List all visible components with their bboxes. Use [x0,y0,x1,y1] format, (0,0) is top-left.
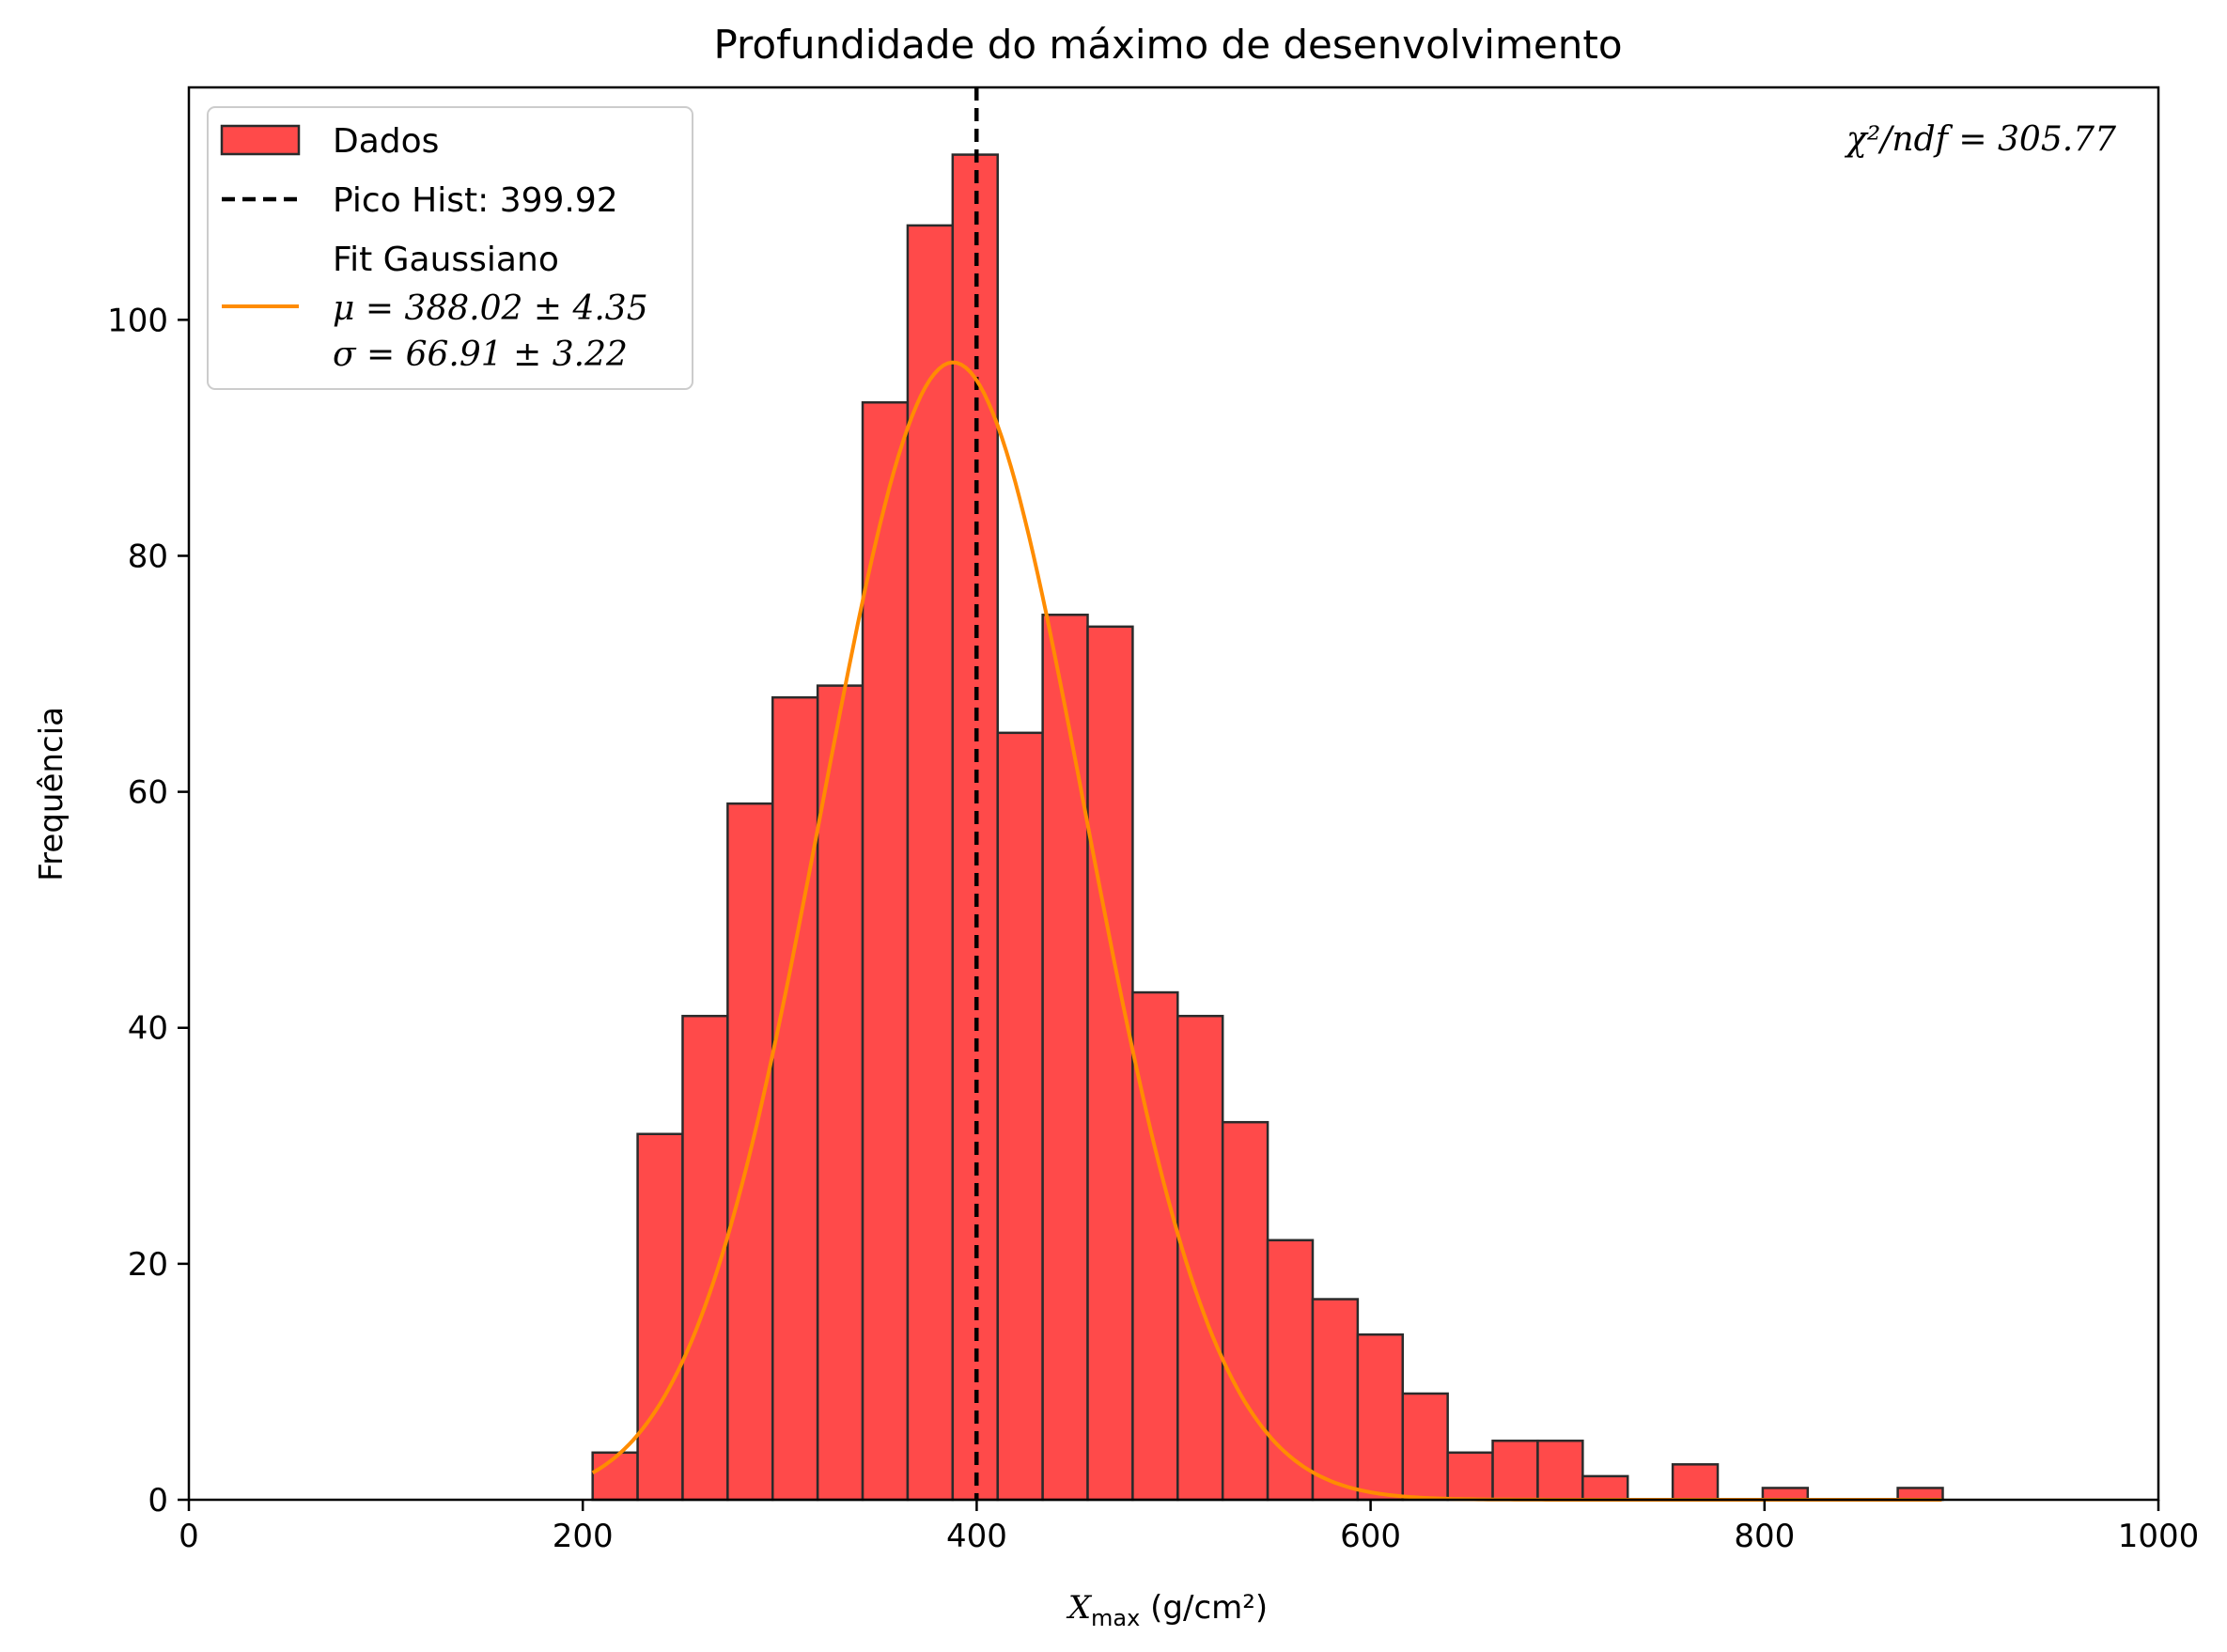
histogram-bar [1446,1451,1494,1502]
x-tick-label: 0 [179,1518,199,1555]
legend-box [207,106,693,390]
chart-title: Profundidade do máximo de desenvolviment… [713,22,1622,68]
x-axis-ticks: 0 200 400 600 800 1000 [179,1500,2199,1555]
x-tick-label: 400 [946,1518,1007,1555]
histogram-bar [1671,1463,1720,1502]
histogram-bar [1311,1298,1360,1502]
y-tick-label: 80 [128,538,168,575]
x-tick-label: 200 [553,1518,614,1555]
histogram-bar [1266,1239,1315,1502]
y-tick-label: 20 [128,1246,168,1284]
legend-label-sigma: σ = 66.91 ± 3.22 [333,335,628,374]
y-axis-ticks: 0 20 40 60 80 100 [107,302,189,1520]
plot-frame [187,86,2160,1502]
histogram-bar [1491,1439,1539,1502]
y-tick-label: 60 [128,774,168,812]
legend-label-fit: Fit Gaussiano [333,241,559,279]
legend-swatch-dados [220,124,301,156]
x-tick-label: 1000 [2118,1518,2200,1555]
x-axis-label: Xmax (g/cm²) [1066,1589,1268,1631]
y-tick-label: 100 [107,302,168,339]
histogram-bar [1401,1392,1449,1502]
histogram-bar [1581,1474,1629,1502]
histogram-bar [1356,1333,1405,1502]
chi2-annotation: χ²/ndf = 305.77 [1844,120,2116,159]
legend-label-peak: Pico Hist: 399.92 [333,181,618,220]
legend-label-dados: Dados [333,122,439,161]
histogram-bar [1041,614,1089,1502]
x-axis-label-main: X [1066,1589,1093,1627]
histogram-bar [906,224,955,1502]
y-axis-label: Frequência [33,707,70,881]
x-tick-label: 800 [1734,1518,1795,1555]
histogram-bar [1536,1439,1584,1502]
histogram-bar [1221,1120,1269,1502]
histogram-bars [591,153,1944,1502]
y-tick-label: 0 [148,1482,168,1520]
x-axis-label-sub: max [1091,1605,1140,1631]
y-tick-label: 40 [128,1010,168,1048]
histogram-bar [1086,625,1134,1502]
x-tick-label: 600 [1340,1518,1401,1555]
legend-label-mu: μ = 388.02 ± 4.35 [333,289,648,328]
histogram-bar [996,731,1044,1502]
x-axis-label-unit: (g/cm²) [1140,1589,1268,1627]
histogram-bar [1176,1014,1224,1502]
histogram-bar [771,695,819,1502]
histogram-bar [1131,990,1179,1502]
legend: Dados Pico Hist: 399.92 Fit Gaussiano μ … [207,106,693,390]
histogram-bar [816,684,864,1502]
histogram-bar [636,1132,684,1502]
